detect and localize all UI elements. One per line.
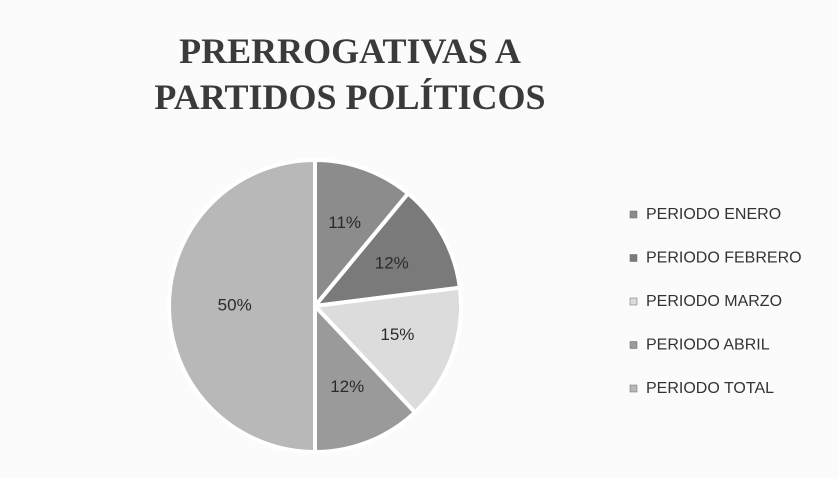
legend-label: PERIODO ABRIL: [646, 337, 770, 354]
pie-slice: [310, 190, 463, 309]
legend-swatch: [629, 297, 638, 306]
pie-slice: [313, 300, 418, 455]
data-label: 12%: [375, 253, 409, 272]
data-label: 15%: [380, 325, 414, 344]
data-label: 50%: [218, 295, 252, 314]
legend-swatch: [629, 254, 638, 262]
data-label: 12%: [330, 377, 364, 396]
pie-slice: [167, 157, 317, 455]
pie-slice: [313, 157, 411, 312]
legend-swatch: [629, 210, 638, 219]
chart-title: PRERROGATIVAS A PARTIDOS POLÍTICOS: [154, 31, 546, 117]
legend-label: PERIODO FEBRERO: [646, 250, 802, 267]
legend-swatch: [629, 341, 638, 349]
pie-slice: [310, 285, 463, 416]
legend-label: PERIODO MARZO: [646, 293, 782, 310]
legend-label: PERIODO ENERO: [646, 206, 781, 223]
data-label: 11%: [328, 213, 361, 232]
legend-swatch: [629, 384, 638, 393]
legend-label: PERIODO TOTAL: [646, 380, 774, 397]
